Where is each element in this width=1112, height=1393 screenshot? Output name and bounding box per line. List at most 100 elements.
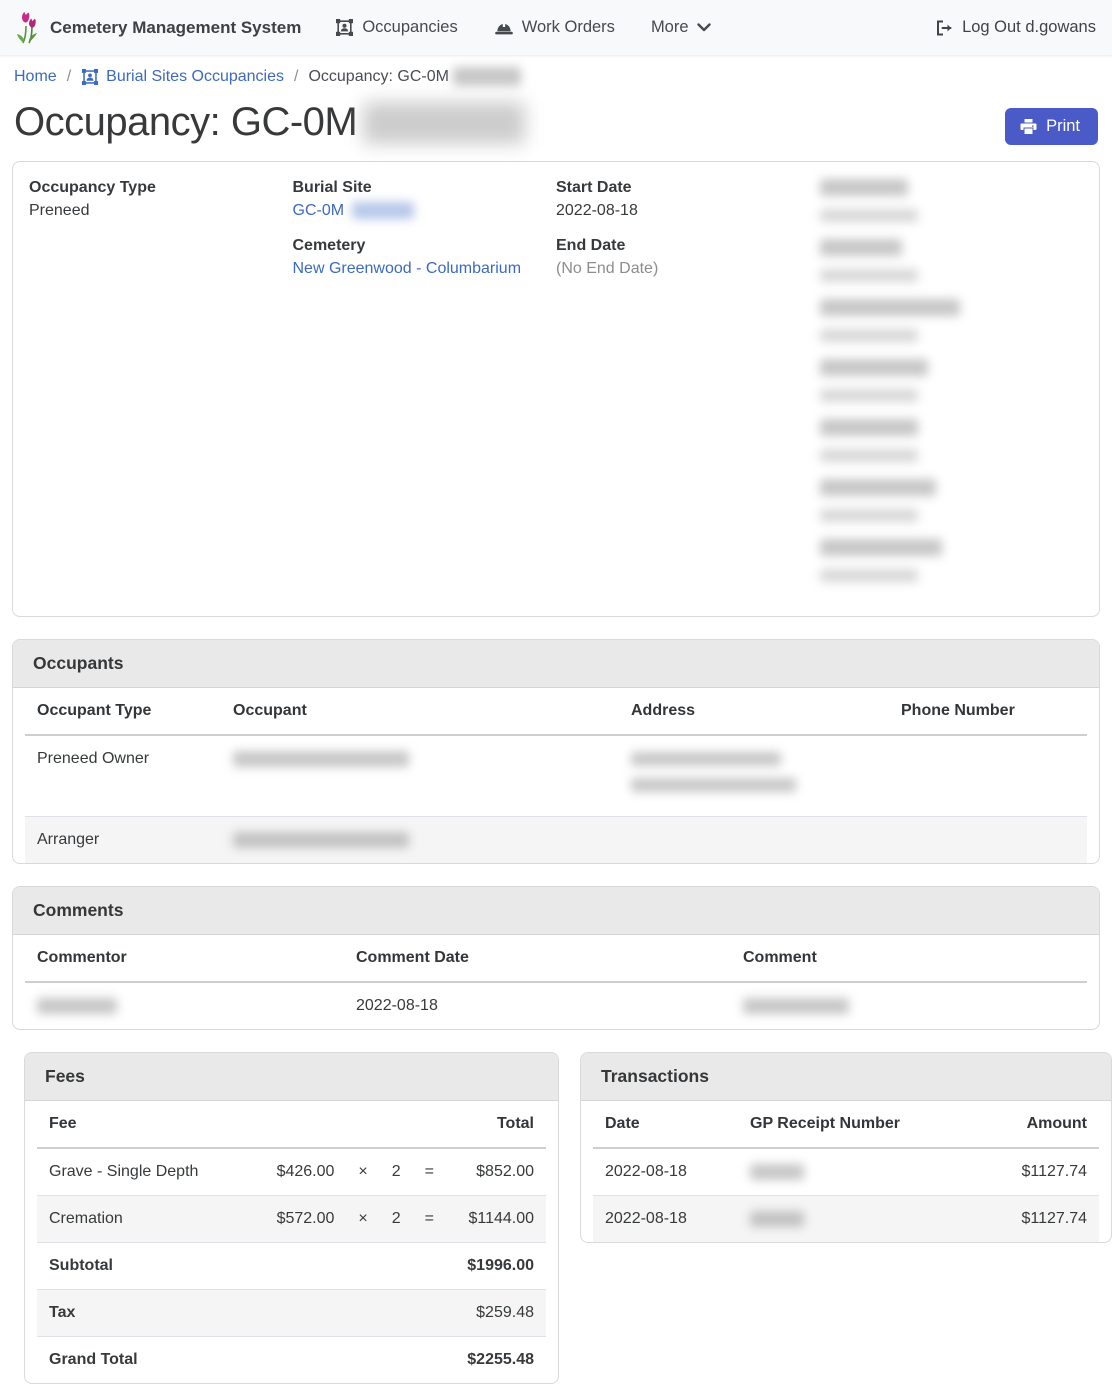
address-cell <box>619 817 889 864</box>
burial-site-link[interactable]: GC-0M <box>293 202 414 220</box>
printer-icon <box>1020 118 1037 135</box>
fee-equals-cell: = <box>412 1148 446 1196</box>
logout-label: Log Out d.gowans <box>962 18 1096 36</box>
fees-section-title: Fees <box>25 1053 558 1101</box>
table-row: Cremation $572.00 × 2 = $1144.00 <box>37 1195 546 1243</box>
column-header: Commentor <box>25 935 344 983</box>
hard-hat-icon <box>494 19 514 37</box>
redacted-field <box>819 179 1084 225</box>
transaction-date-cell: 2022-08-18 <box>605 1210 687 1227</box>
tax-label: Tax <box>37 1289 446 1337</box>
fee-qty-cell: 2 <box>379 1148 413 1196</box>
app-brand: Cemetery Management System <box>16 11 302 44</box>
table-row: Grave - Single Depth $426.00 × 2 = $852.… <box>37 1148 546 1196</box>
occupant-type-cell: Arranger <box>37 831 100 848</box>
redacted-text <box>363 101 526 144</box>
burial-site-label: Burial Site <box>292 179 372 196</box>
commentor-cell <box>25 982 344 1029</box>
print-label: Print <box>1046 117 1080 135</box>
occupant-cell <box>221 735 619 817</box>
redacted-field <box>819 239 1084 285</box>
fees-card: Fees Fee Total Grave - Single Depth $426… <box>24 1052 559 1384</box>
nav-items: Occupancies Work Orders More <box>335 18 711 37</box>
occupancy-details-card: Occupancy Type Preneed Burial Site GC-0M… <box>12 161 1100 617</box>
redacted-field <box>819 359 1084 405</box>
comment-date-cell: 2022-08-18 <box>356 997 438 1014</box>
nav-item-label: More <box>650 18 689 36</box>
cemetery-link[interactable]: New Greenwood - Columbarium <box>292 260 522 277</box>
gp-receipt-cell <box>738 1148 989 1196</box>
column-header: Phone Number <box>889 688 1087 736</box>
column-header: Address <box>619 688 889 736</box>
nav-item-more[interactable]: More <box>651 18 711 37</box>
redacted-field <box>819 479 1084 525</box>
column-header: Amount <box>989 1101 1099 1149</box>
breadcrumb-separator: / <box>66 67 72 85</box>
burial-site-field: Burial Site GC-0M <box>293 179 557 220</box>
subtotal-label: Subtotal <box>37 1242 446 1290</box>
occupant-cell <box>221 817 619 864</box>
comment-cell <box>731 982 1087 1029</box>
tulips-logo-icon <box>16 11 40 44</box>
column-header: Comment <box>731 935 1087 983</box>
print-button[interactable]: Print <box>1005 108 1098 145</box>
occupancy-type-label: Occupancy Type <box>29 179 156 196</box>
redacted-text <box>452 67 521 86</box>
fee-name-cell: Grave - Single Depth <box>37 1148 261 1196</box>
table-row: 2022-08-18 $1127.74 <box>593 1195 1099 1243</box>
logout-button[interactable]: Log Out d.gowans <box>935 18 1096 37</box>
end-date-label: End Date <box>556 237 626 254</box>
fee-total-cell: $852.00 <box>446 1148 546 1196</box>
start-date-field: Start Date 2022-08-18 <box>556 179 820 220</box>
transactions-section-title: Transactions <box>581 1053 1111 1101</box>
nav-item-work-orders[interactable]: Work Orders <box>494 18 615 37</box>
details-col-3: Start Date 2022-08-18 End Date (No End D… <box>556 179 820 599</box>
fee-times-cell: × <box>346 1148 380 1196</box>
comments-table: Commentor Comment Date Comment 2022-08-1… <box>25 935 1087 1029</box>
breadcrumb-occupancies-link[interactable]: Burial Sites Occupancies <box>81 68 284 86</box>
grand-total-value: $2255.48 <box>467 1351 534 1368</box>
nav-item-label: Occupancies <box>362 18 458 36</box>
end-date-field: End Date (No End Date) <box>556 237 820 278</box>
subtotal-value: $1996.00 <box>446 1242 546 1290</box>
column-header: GP Receipt Number <box>738 1101 989 1149</box>
column-header: Comment Date <box>344 935 731 983</box>
occupants-section-title: Occupants <box>13 640 1099 688</box>
grand-total-row: Grand Total $2255.48 <box>37 1337 546 1384</box>
start-date-value: 2022-08-18 <box>556 202 638 219</box>
occupants-card: Occupants Occupant Type Occupant Address… <box>12 639 1100 864</box>
tax-value: $259.48 <box>446 1289 546 1337</box>
nav-item-label: Work Orders <box>521 18 615 36</box>
occupancy-type-value: Preneed <box>29 202 90 219</box>
details-col-4-redacted <box>819 179 1084 599</box>
chevron-down-icon <box>696 23 711 32</box>
table-row: 2022-08-18 <box>25 982 1087 1029</box>
details-col-1: Occupancy Type Preneed <box>29 179 293 599</box>
monument-icon <box>335 18 354 37</box>
transactions-card: Transactions Date GP Receipt Number Amou… <box>580 1052 1112 1243</box>
comments-section-title: Comments <box>13 887 1099 935</box>
start-date-label: Start Date <box>556 179 632 196</box>
transaction-date-cell: 2022-08-18 <box>593 1148 738 1196</box>
breadcrumb-current: Occupancy: GC-0M <box>308 67 521 86</box>
redacted-field <box>819 299 1084 345</box>
nav-item-occupancies[interactable]: Occupancies <box>335 18 458 37</box>
fee-name-cell: Cremation <box>37 1195 261 1243</box>
table-row: Arranger <box>25 816 1087 864</box>
redacted-field <box>819 539 1084 585</box>
fee-times-cell: × <box>346 1195 380 1243</box>
app-title: Cemetery Management System <box>50 17 302 37</box>
breadcrumb-home-link[interactable]: Home <box>14 67 57 85</box>
gp-receipt-cell <box>738 1196 989 1243</box>
monument-icon <box>81 68 99 86</box>
details-col-2: Burial Site GC-0M Cemetery New Greenwood… <box>293 179 557 599</box>
table-row: Preneed Owner <box>25 735 1087 817</box>
occupants-table: Occupant Type Occupant Address Phone Num… <box>25 688 1087 863</box>
fees-table: Fee Total Grave - Single Depth $426.00 ×… <box>37 1101 546 1383</box>
column-header: Fee <box>37 1101 446 1149</box>
redacted-text <box>351 202 414 220</box>
occupancy-type-field: Occupancy Type Preneed <box>29 179 293 220</box>
breadcrumb: Home / Burial Sites Occupancies / Occupa… <box>0 55 1112 92</box>
sign-out-icon <box>935 19 953 37</box>
end-date-value: (No End Date) <box>556 260 659 277</box>
